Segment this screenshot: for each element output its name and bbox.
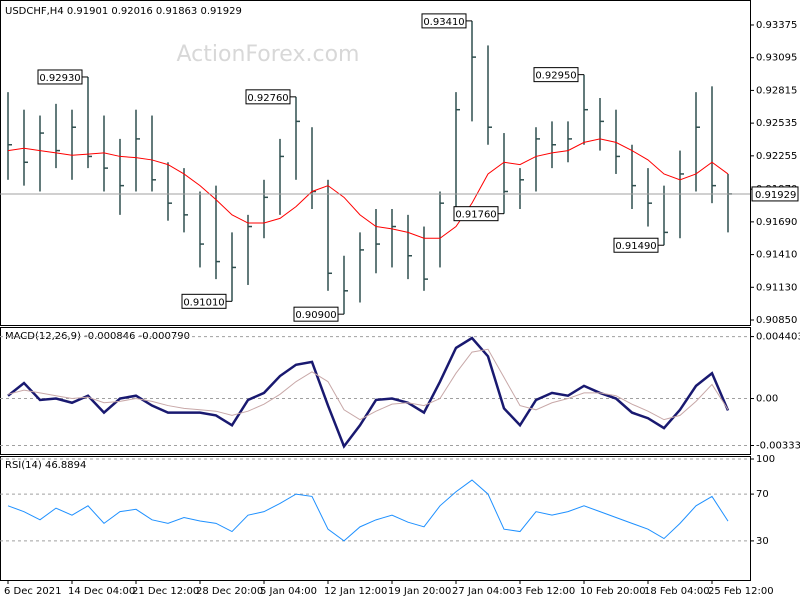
indicator-line [7,479,729,542]
y-tick-label: 0.92255 [756,151,797,162]
x-tick-label: 6 Dec 2021 [4,586,62,597]
x-tick-label: 28 Dec 20:00 [196,586,263,597]
y-tick-label: 0.93375 [756,20,797,31]
y-tick-label: 0.91690 [756,217,797,228]
annotation-label: 0.91490 [615,241,656,252]
x-tick-label: 5 Jan 04:00 [260,586,317,597]
x-tick-label: 27 Jan 04:00 [452,586,515,597]
macd-panel [0,327,751,455]
watermark: ActionForex.com [177,42,360,67]
y-tick-label: 30 [756,536,769,547]
annotation-box [245,89,291,105]
x-tick-label: 19 Jan 20:00 [388,586,451,597]
annotation-label: 0.92930 [39,73,80,84]
price-title: USDCHF,H4 0.91901 0.92016 0.91863 0.9192… [5,6,242,17]
annotation-box [293,306,339,322]
annotation-label: 0.91010 [183,297,224,308]
annotation-label: 0.93410 [423,17,464,28]
y-tick-label: 0.90850 [756,315,797,326]
y-tick-label: 0.91130 [756,282,797,293]
x-tick-label: 25 Feb 12:00 [708,586,774,597]
last-price-box [751,186,799,202]
annotation-label: 0.90900 [295,310,336,321]
annotation-box [421,13,467,29]
moving-average [7,138,729,239]
y-tick-label: 0.93095 [756,53,797,64]
y-tick-label: -0.003338 [756,440,800,451]
y-tick-label: 0.004403 [756,332,800,343]
y-tick-label: 100 [756,454,775,465]
y-tick-label: 0.92535 [756,118,797,129]
y-tick-label: 0.00 [756,394,778,405]
x-tick-label: 18 Feb 04:00 [644,586,710,597]
y-tick-label: 0.91410 [756,250,797,261]
y-tick-label: 70 [756,489,769,500]
x-tick-label: 10 Feb 20:00 [580,586,646,597]
indicator-line [7,336,730,449]
price-panel [0,0,751,326]
annotation-label: 0.92760 [247,93,288,104]
annotation-box [181,293,227,309]
indicator-line [7,348,729,421]
y-tick-label: 0.92815 [756,85,797,96]
annotation-box [453,206,499,222]
x-tick-label: 3 Feb 12:00 [516,586,575,597]
x-tick-label: 21 Dec 12:00 [132,586,199,597]
annotation-box [37,69,83,85]
rsi-panel [0,456,751,581]
last-price-label: 0.91929 [755,190,796,201]
annotation-box [613,237,659,253]
annotation-box [533,67,579,83]
x-tick-label: 12 Jan 12:00 [324,586,387,597]
rsi-title: RSI(14) 46.8894 [5,460,86,471]
annotation-label: 0.92950 [535,71,576,82]
x-tick-label: 14 Dec 04:00 [68,586,135,597]
annotation-label: 0.91760 [455,210,496,221]
